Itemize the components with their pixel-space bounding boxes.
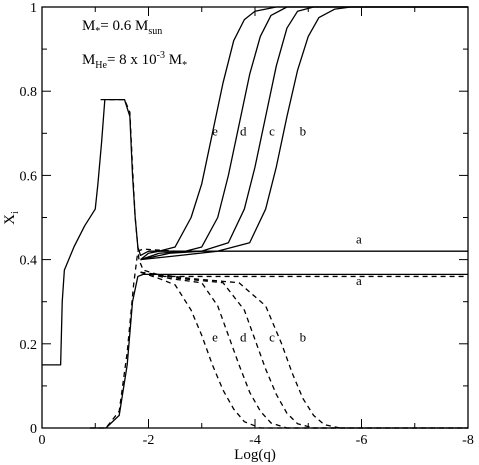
curve-label-a: a xyxy=(356,232,362,247)
annotation-mass: M*= 0.6 Msun xyxy=(82,18,162,37)
x-tick-label: -4 xyxy=(249,433,261,448)
y-axis-label: Xi xyxy=(2,211,21,225)
y-tick-label: 0.8 xyxy=(20,85,38,100)
annotation-mhe: MHe= 8 x 10-3 M* xyxy=(82,50,187,71)
x-tick-label: -8 xyxy=(462,433,474,448)
labels: e d c b a a e d c b xyxy=(212,123,362,344)
series-curve-11 xyxy=(140,271,468,429)
curve-label-b: b xyxy=(300,123,307,138)
curve-label-d: d xyxy=(240,123,247,138)
y-tick-label: 0.6 xyxy=(20,169,38,184)
ticks: 0 -2 -4 -6 -8 0 0.2 0.4 0.6 0.8 1 xyxy=(20,1,474,448)
annotations: M*= 0.6 Msun MHe= 8 x 10-3 M* xyxy=(82,18,187,71)
curve-label-b: b xyxy=(300,330,307,345)
series-curve-3 xyxy=(89,273,468,429)
series-curve-4 xyxy=(89,248,176,429)
series-curve-1 xyxy=(42,98,468,366)
series-curve-10 xyxy=(140,271,468,429)
curve-label-a: a xyxy=(356,273,362,288)
curves xyxy=(42,6,468,429)
y-tick-label: 0.2 xyxy=(20,338,38,353)
y-tick-label: 0.4 xyxy=(20,254,38,269)
curve-label-e: e xyxy=(212,123,218,138)
x-tick-label: -6 xyxy=(356,433,368,448)
x-tick-label: 0 xyxy=(39,433,46,448)
y-axis-label-main: X xyxy=(2,214,18,225)
curve-label-e: e xyxy=(212,330,218,345)
y-axis-label-sub: i xyxy=(10,211,21,214)
series-curve-9 xyxy=(140,271,468,429)
y-tick-label: 1 xyxy=(30,1,37,16)
y-tick-label: 0 xyxy=(30,422,37,437)
curve-label-c: c xyxy=(269,123,275,138)
series-curve-7 xyxy=(140,6,468,261)
x-tick-label: -2 xyxy=(143,433,155,448)
x-axis-label: Log(q) xyxy=(234,447,276,463)
series-curve-6 xyxy=(140,6,468,261)
svg-text:Xi: Xi xyxy=(2,211,21,225)
curve-label-d: d xyxy=(240,330,247,345)
series-curve-8 xyxy=(140,6,468,261)
curve-label-c: c xyxy=(269,330,275,345)
series-curve-12 xyxy=(140,271,468,429)
